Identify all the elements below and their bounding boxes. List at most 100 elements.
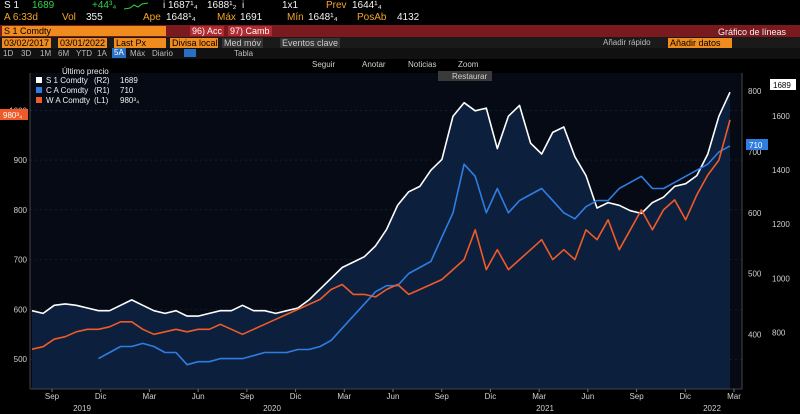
end-date-input[interactable]: 03/01/2022 bbox=[58, 38, 108, 48]
date-bar: 03/02/2017 03/01/2022 Last Px Divisa loc… bbox=[0, 37, 800, 49]
security-field[interactable]: S 1 Comdty bbox=[2, 26, 166, 36]
legend-name-w: W A Comdty bbox=[46, 96, 90, 105]
window-title: Gráfico de líneas bbox=[718, 27, 787, 37]
command-bar: S 1 Comdty 96) Acc 97) Camb Gráfico de l… bbox=[0, 25, 800, 37]
r2-axis-tick: 1400 bbox=[772, 166, 790, 175]
quote-size: 1x1 bbox=[282, 0, 299, 11]
legend-swatch-s1 bbox=[36, 77, 42, 83]
legend-axis-c: (R1) bbox=[94, 86, 110, 95]
x-tick-label: Dic bbox=[680, 392, 692, 401]
max-value: 1691 bbox=[240, 12, 263, 23]
r2-last-badge: 1689 bbox=[773, 81, 791, 90]
series-line-l1 bbox=[31, 119, 731, 350]
ticker-change: +44³₄ bbox=[92, 0, 117, 11]
vol-value: 355 bbox=[86, 12, 103, 23]
legend-axis-s1: (R2) bbox=[94, 76, 110, 85]
year-label: 2019 bbox=[73, 404, 91, 413]
year-label: 2020 bbox=[263, 404, 281, 413]
period-1d[interactable]: 1D bbox=[3, 49, 14, 58]
r1-axis-tick: 400 bbox=[748, 330, 762, 339]
r1-axis-tick: 600 bbox=[748, 209, 762, 218]
period-1m[interactable]: 1M bbox=[40, 49, 52, 58]
sparkline-icon bbox=[124, 2, 148, 10]
moving-avg-toggle[interactable]: Med móv bbox=[222, 38, 264, 48]
x-tick-label: Dic bbox=[290, 392, 302, 401]
x-tick-label: Jun bbox=[192, 392, 205, 401]
x-tick-label: Jun bbox=[387, 392, 400, 401]
r1-axis-tick: 800 bbox=[748, 87, 762, 96]
period-max[interactable]: Máx bbox=[130, 49, 146, 58]
add-data-input[interactable]: Añadir datos bbox=[668, 38, 732, 48]
min-label: Mín bbox=[287, 12, 304, 23]
r2-axis-tick: 1600 bbox=[772, 112, 790, 121]
r1-axis-tick: 500 bbox=[748, 270, 762, 279]
left-axis-tick: 500 bbox=[14, 355, 28, 364]
x-tick-label: Mar bbox=[143, 392, 157, 401]
series-line-r2 bbox=[31, 91, 731, 317]
x-tick-label: Jun bbox=[581, 392, 594, 401]
left-axis-tick: 700 bbox=[14, 256, 28, 265]
x-tick-label: Dic bbox=[95, 392, 107, 401]
change-menu[interactable]: 97) Camb bbox=[228, 26, 272, 36]
legend-value-s1: 1689 bbox=[120, 76, 138, 85]
year-label: 2021 bbox=[536, 404, 554, 413]
line-chart-icon[interactable] bbox=[184, 49, 196, 57]
legend-value-c: 710 bbox=[120, 86, 134, 95]
posab-value: 4132 bbox=[397, 12, 420, 23]
x-tick-label: Mar bbox=[337, 392, 351, 401]
ticker-bar: S 1 1689 +44³₄ i 1687¹₄ 1688¹₂ i 1x1 Pre… bbox=[0, 0, 800, 12]
vol-label: Vol bbox=[62, 12, 76, 23]
x-tick-label: Mar bbox=[532, 392, 546, 401]
left-axis-tick: 600 bbox=[14, 305, 28, 314]
currency-select[interactable]: Divisa local bbox=[170, 38, 218, 48]
max-label: Máx bbox=[217, 12, 236, 23]
table-button[interactable]: Tabla bbox=[234, 49, 254, 58]
actions-menu[interactable]: 96) Acc bbox=[190, 26, 225, 36]
news-button[interactable]: Noticias bbox=[408, 60, 436, 69]
follow-button[interactable]: Seguir bbox=[312, 60, 335, 69]
start-date-input[interactable]: 03/02/2017 bbox=[2, 38, 52, 48]
year-label: 2022 bbox=[703, 404, 721, 413]
ticker-symbol: S 1 bbox=[4, 0, 20, 11]
posab-label: PosAb bbox=[357, 12, 387, 23]
period-bar: 1D 3D 1M 6M YTD 1A 5A Máx Diario Tabla bbox=[0, 48, 800, 59]
period-ytd[interactable]: YTD bbox=[76, 49, 92, 58]
period-6m[interactable]: 6M bbox=[58, 49, 70, 58]
legend-name-c: C A Comdty bbox=[46, 86, 88, 95]
x-tick-label: Dic bbox=[485, 392, 497, 401]
legend: Último precio S 1 Comdty (R2) 1689 C A C… bbox=[36, 67, 139, 105]
x-tick-label: Mar bbox=[727, 392, 741, 401]
key-events-toggle[interactable]: Eventos clave bbox=[280, 38, 341, 48]
min-value: 1648¹₄ bbox=[308, 12, 338, 23]
legend-name-s1: S 1 Comdty bbox=[46, 76, 88, 85]
r2-axis-tick: 800 bbox=[772, 328, 786, 337]
open-label: Ape bbox=[143, 12, 161, 23]
annotate-button[interactable]: Anotar bbox=[362, 60, 386, 69]
r1-last-badge-bg bbox=[746, 139, 768, 150]
x-tick-label: Sep bbox=[629, 392, 644, 401]
chart-toolbar: Seguir Anotar Noticias Zoom Restaurar bbox=[312, 60, 492, 81]
quick-add-button[interactable]: Añadir rápido bbox=[603, 38, 651, 47]
x-tick-label: Sep bbox=[435, 392, 450, 401]
zoom-button[interactable]: Zoom bbox=[458, 60, 479, 69]
r2-last-badge-bg bbox=[770, 79, 796, 90]
left-axis-tick: 800 bbox=[14, 206, 28, 215]
r1-last-badge: 710 bbox=[749, 141, 763, 150]
period-1a[interactable]: 1A bbox=[97, 49, 107, 58]
restore-button[interactable]: Restaurar bbox=[452, 72, 487, 81]
r1-axis-tick: 700 bbox=[748, 148, 762, 157]
legend-value-w: 980³₄ bbox=[120, 96, 139, 105]
restore-button-bg[interactable] bbox=[438, 71, 492, 81]
legend-swatch-w bbox=[36, 97, 42, 103]
legend-axis-w: (L1) bbox=[94, 96, 109, 105]
x-tick-label: Sep bbox=[240, 392, 255, 401]
frequency-select[interactable]: Diario bbox=[152, 49, 173, 58]
left-axis-tick: 900 bbox=[14, 156, 28, 165]
period-3d[interactable]: 3D bbox=[21, 49, 32, 58]
open-value: 1648¹₄ bbox=[166, 12, 196, 23]
field-select[interactable]: Last Px bbox=[114, 38, 166, 48]
prev-label: Prev bbox=[326, 0, 347, 11]
left-last-badge-bg bbox=[0, 109, 28, 120]
bid-flag: i bbox=[163, 0, 166, 11]
period-5a[interactable]: 5A bbox=[112, 48, 126, 58]
